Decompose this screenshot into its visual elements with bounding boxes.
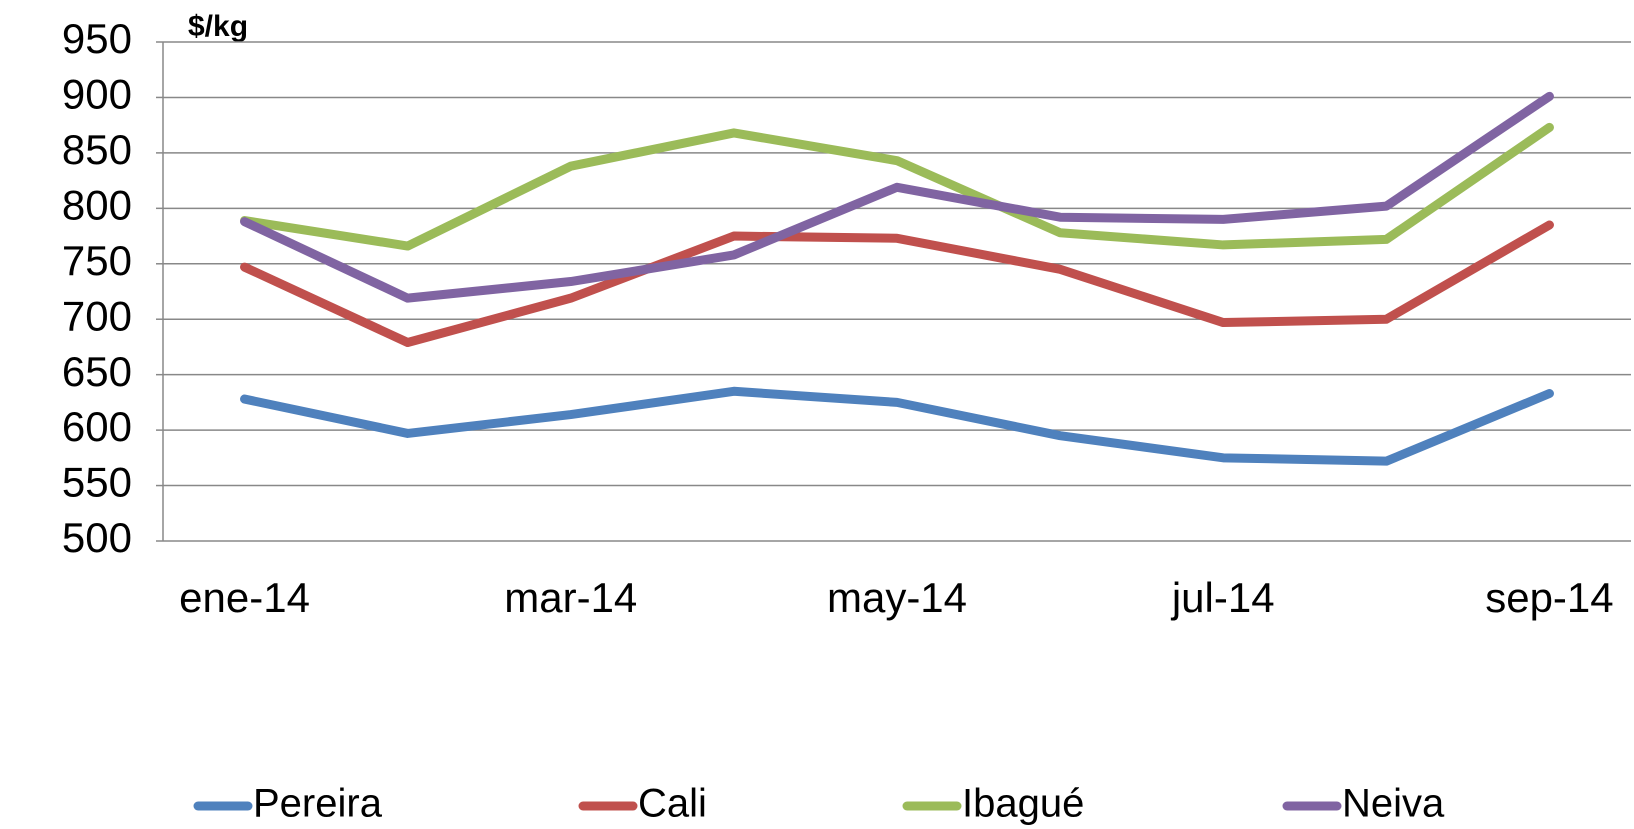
y-tick-label: 600 [62,403,132,450]
y-tick-label: 800 [62,181,132,228]
y-tick-label: 850 [62,126,132,173]
y-tick-label: 700 [62,292,132,339]
series-line [240,220,1554,348]
y-tick-label: 500 [62,514,132,561]
y-tick-label: 650 [62,348,132,395]
x-tick-label: may-14 [827,574,967,621]
y-tick-label: 950 [62,15,132,62]
y-axis-label: $/kg [188,10,248,43]
series-line [240,386,1554,466]
x-tick-label: jul-14 [1170,574,1275,621]
series-line [240,91,1554,303]
x-tick-label: ene-14 [179,574,310,621]
y-tick-label: 550 [62,459,132,506]
series-line [240,122,1554,251]
x-tick-label: sep-14 [1485,574,1613,621]
legend-label: Pereira [253,782,383,826]
legend-label: Neiva [1342,782,1445,826]
x-tick-label: mar-14 [504,574,637,621]
y-tick-label: 900 [62,71,132,118]
y-tick-label: 750 [62,237,132,284]
legend-label: Cali [638,782,707,826]
legend-label: Ibagué [962,782,1084,826]
